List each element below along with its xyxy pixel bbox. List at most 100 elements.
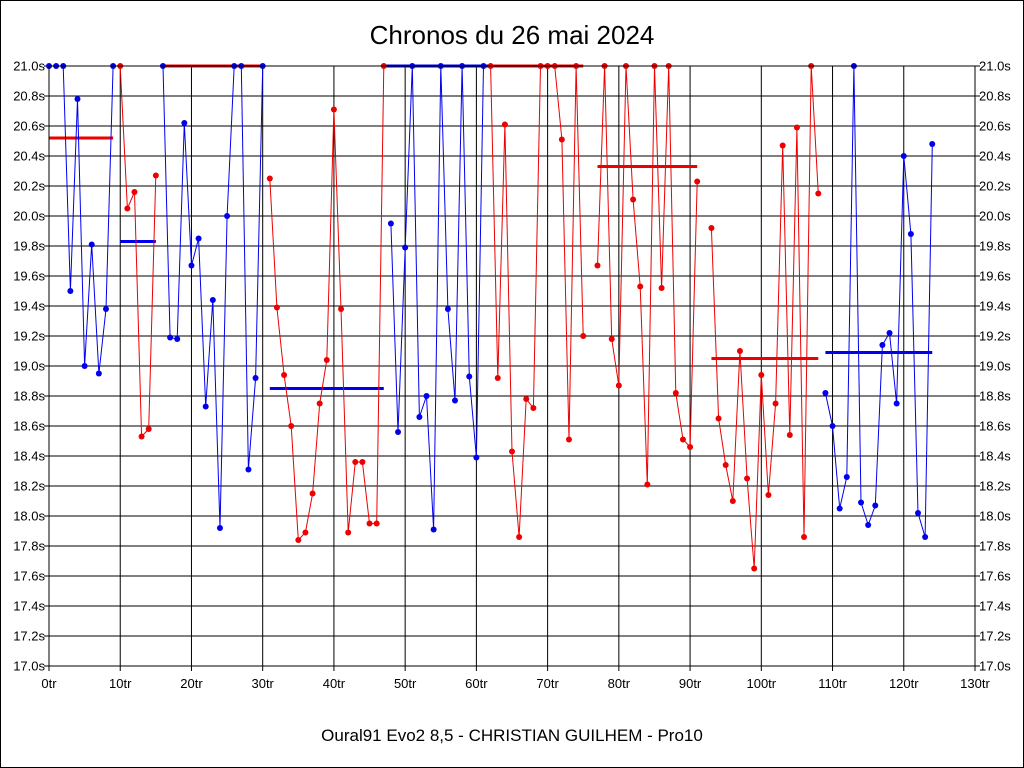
y-tick-label: 17.6s xyxy=(13,569,45,584)
average-lines xyxy=(49,64,933,390)
data-point xyxy=(131,189,138,195)
data-point xyxy=(224,213,231,219)
data-point xyxy=(637,283,644,290)
data-point xyxy=(323,357,330,363)
data-point xyxy=(138,433,145,440)
data-point xyxy=(316,400,323,407)
y-tick-label: 18.6s xyxy=(979,419,1011,434)
x-tick-label: 70tr xyxy=(536,676,559,691)
y-tick-label: 17.2s xyxy=(13,629,45,644)
series-line xyxy=(490,65,584,538)
data-point xyxy=(758,372,765,378)
y-tick-label: 19.6s xyxy=(979,269,1011,284)
data-point xyxy=(167,334,174,341)
data-point xyxy=(352,459,359,465)
data-point xyxy=(558,136,565,143)
y-tick-label: 19.2s xyxy=(13,329,45,344)
data-point xyxy=(915,510,922,516)
y-tick-label: 20.8s xyxy=(13,89,45,104)
data-point xyxy=(67,288,74,294)
y-tick-label: 18.8s xyxy=(13,389,45,404)
data-point xyxy=(501,121,508,128)
data-point xyxy=(402,244,409,251)
y-tick-label: 18.8s xyxy=(979,389,1011,404)
data-point xyxy=(145,426,152,432)
y-axis-left: 17.0s 17.2s 17.4s 17.6s 17.8s 18.0s 18.2s 18.4s… xyxy=(13,59,45,674)
x-tick-label: 60tr xyxy=(465,676,488,691)
data-point xyxy=(252,375,259,381)
data-point xyxy=(630,196,637,203)
data-point xyxy=(387,220,394,227)
data-point xyxy=(729,498,736,504)
data-point xyxy=(530,405,537,411)
y-tick-label: 19.2s xyxy=(979,329,1011,344)
data-point xyxy=(423,393,430,399)
data-point xyxy=(858,499,865,506)
data-point xyxy=(565,436,572,443)
data-point xyxy=(722,462,729,468)
y-tick-label: 18.0s xyxy=(13,509,45,524)
y-tick-label: 17.0s xyxy=(13,659,45,674)
data-point xyxy=(865,522,872,528)
data-point xyxy=(338,306,345,312)
data-point xyxy=(416,414,423,420)
data-point xyxy=(216,525,223,531)
data-point xyxy=(473,454,480,461)
data-point xyxy=(779,142,786,149)
data-point xyxy=(302,529,309,536)
data-point xyxy=(801,534,808,540)
data-point xyxy=(843,474,850,480)
series-points xyxy=(46,63,936,572)
data-point xyxy=(829,423,836,429)
x-tick-label: 40tr xyxy=(323,676,346,691)
y-tick-label: 18.6s xyxy=(13,419,45,434)
data-point xyxy=(295,537,302,543)
x-tick-label: 110tr xyxy=(818,676,847,691)
series-lines xyxy=(49,65,933,569)
data-point xyxy=(523,396,530,402)
y-tick-label: 18.4s xyxy=(979,449,1011,464)
y-tick-label: 19.0s xyxy=(13,359,45,374)
data-point xyxy=(245,466,252,473)
y-tick-label: 21.0s xyxy=(13,59,45,74)
series-line xyxy=(269,65,385,542)
x-tick-label: 120tr xyxy=(889,676,919,691)
series-line xyxy=(162,65,264,529)
x-tick-label: 20tr xyxy=(180,676,203,691)
data-point xyxy=(330,106,337,113)
data-point xyxy=(765,492,772,498)
data-point xyxy=(181,120,188,126)
data-point xyxy=(266,175,273,182)
data-point xyxy=(736,348,743,354)
y-axis-right: 17.0s 17.2s 17.4s 17.6s 17.8s 18.0s 18.2s 18.4s… xyxy=(979,59,1011,674)
x-tick-label: 90tr xyxy=(679,676,702,691)
data-point xyxy=(345,529,352,536)
data-point xyxy=(273,304,280,311)
y-tick-label: 19.8s xyxy=(979,239,1011,254)
y-tick-label: 20.0s xyxy=(979,209,1011,224)
y-tick-label: 20.8s xyxy=(979,89,1011,104)
y-tick-label: 19.4s xyxy=(13,299,45,314)
data-point xyxy=(772,400,779,407)
x-tick-label: 50tr xyxy=(394,676,417,691)
data-point xyxy=(452,397,459,404)
y-tick-label: 20.6s xyxy=(13,119,45,134)
data-point xyxy=(744,475,751,482)
data-point xyxy=(88,241,95,248)
plot-border xyxy=(48,65,976,667)
y-tick-label: 20.2s xyxy=(13,179,45,194)
data-point xyxy=(644,481,651,488)
data-point xyxy=(900,153,907,159)
y-tick-label: 20.4s xyxy=(13,149,45,164)
y-tick-label: 17.8s xyxy=(13,539,45,554)
x-tick-label: 100tr xyxy=(746,676,776,691)
data-point xyxy=(786,432,793,438)
y-tick-label: 17.0s xyxy=(979,659,1011,674)
data-point xyxy=(124,205,131,212)
data-point xyxy=(594,262,601,269)
data-point xyxy=(822,390,829,396)
series-line xyxy=(597,65,698,485)
data-point xyxy=(359,459,366,465)
x-tick-label: 0tr xyxy=(41,676,57,691)
